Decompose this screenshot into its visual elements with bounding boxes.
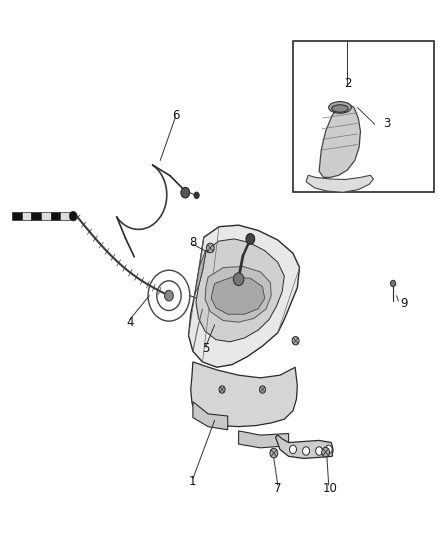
Polygon shape [276,435,333,458]
Circle shape [165,290,173,301]
Bar [32,212,41,220]
Text: 3: 3 [383,117,390,130]
Polygon shape [211,277,265,314]
Bar [293,41,434,192]
Bar [50,212,60,220]
Circle shape [292,336,299,345]
Text: 4: 4 [126,316,134,329]
Circle shape [206,243,214,253]
Polygon shape [239,431,289,448]
Bar [22,212,32,220]
Bar [60,212,70,220]
Text: 5: 5 [202,342,210,355]
Circle shape [303,447,310,455]
Circle shape [214,300,226,313]
Circle shape [181,187,190,198]
Polygon shape [319,103,360,177]
Circle shape [194,192,199,198]
Polygon shape [188,225,300,367]
Text: 1: 1 [189,475,197,488]
Circle shape [270,448,278,458]
Ellipse shape [328,102,351,114]
Circle shape [391,280,396,287]
Circle shape [325,445,332,454]
Polygon shape [196,239,284,342]
Text: 2: 2 [344,77,351,90]
Text: 10: 10 [322,482,337,495]
Circle shape [230,306,235,313]
Polygon shape [205,266,271,322]
Polygon shape [195,251,206,293]
Circle shape [259,386,265,393]
Bar [12,212,22,220]
Polygon shape [306,175,374,192]
Text: 9: 9 [400,297,408,310]
Circle shape [290,445,297,454]
Circle shape [233,273,244,286]
Text: 6: 6 [172,109,179,122]
Ellipse shape [332,105,348,112]
Circle shape [322,447,329,457]
Circle shape [316,447,322,455]
Circle shape [219,386,225,393]
Circle shape [246,233,254,244]
Polygon shape [191,362,297,426]
Circle shape [69,212,77,221]
Text: 7: 7 [274,482,282,495]
Bar [41,212,50,220]
Polygon shape [193,402,228,430]
Circle shape [217,303,223,310]
Text: 8: 8 [189,236,197,249]
